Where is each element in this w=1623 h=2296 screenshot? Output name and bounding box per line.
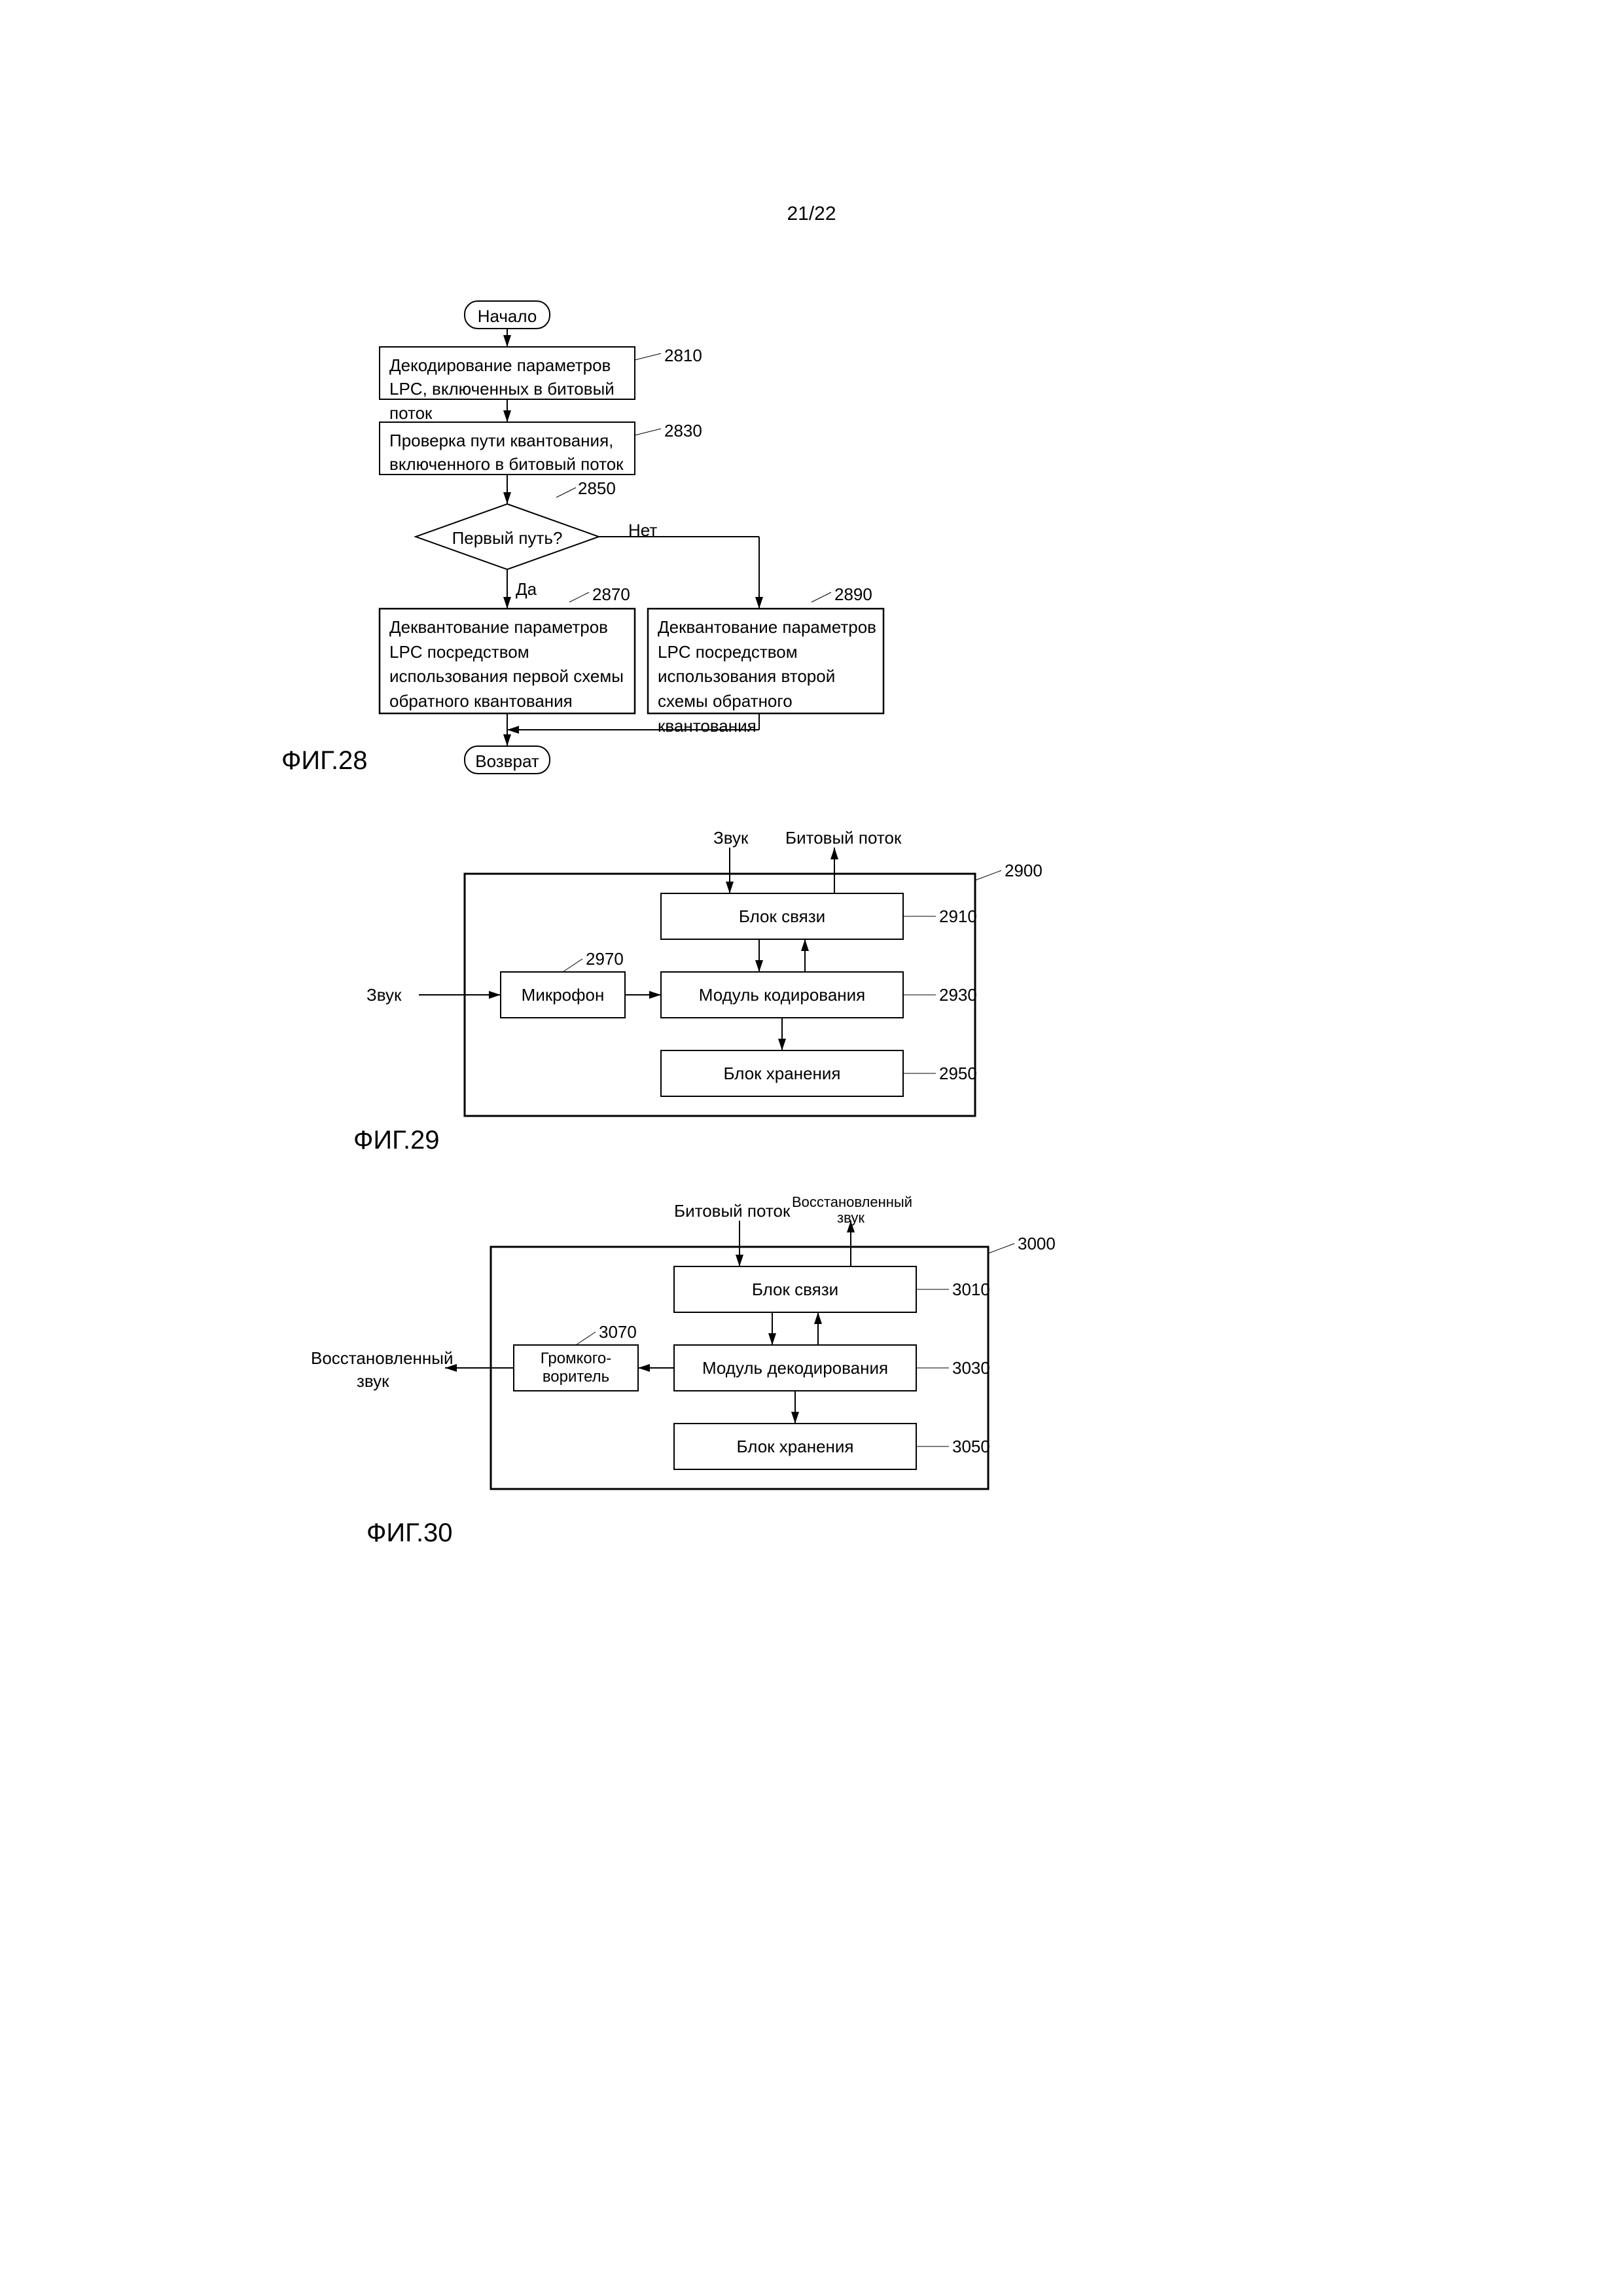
fig30-3030: 3030 <box>952 1358 990 1378</box>
fig30-storage: Блок хранения <box>674 1437 916 1457</box>
fig28-2830-ref: 2830 <box>664 421 702 441</box>
fig29-left-sound: Звук <box>366 985 401 1005</box>
fig29-2970: 2970 <box>586 949 624 969</box>
fig29-comm: Блок связи <box>661 906 903 927</box>
fig28-label: ФИГ.28 <box>281 746 368 776</box>
fig28-yes: Да <box>516 579 537 600</box>
fig28-2830-text: Проверка пути квантования, включенного в… <box>389 429 632 476</box>
fig28-2870-ref: 2870 <box>592 584 630 605</box>
fig30-left2: звук <box>357 1371 389 1391</box>
fig29-sound-in: Звук <box>713 828 748 848</box>
fig29-2930: 2930 <box>939 985 977 1005</box>
fig30-left1: Восстановленный <box>311 1348 453 1369</box>
fig30-3070: 3070 <box>599 1322 637 1342</box>
fig30-bitstream: Битовый поток <box>674 1201 790 1221</box>
fig30-3000: 3000 <box>1018 1234 1056 1254</box>
fig29-2950: 2950 <box>939 1064 977 1084</box>
fig29-2900: 2900 <box>1005 861 1043 881</box>
fig30-restored-top: Восстановленный звук <box>792 1194 910 1226</box>
fig29-2910: 2910 <box>939 906 977 927</box>
fig29-storage: Блок хранения <box>661 1064 903 1084</box>
fig29-label: ФИГ.29 <box>353 1126 440 1155</box>
fig30-speaker2: воритель <box>514 1368 638 1386</box>
fig28-2810-text: Декодирование параметров LPC, включенных… <box>389 353 632 425</box>
fig28-2870-text: Деквантование параметров LPC посредством… <box>389 615 632 714</box>
fig28-start: Начало <box>465 306 550 327</box>
fig29-mic: Микрофон <box>501 985 625 1005</box>
fig28-2810-ref: 2810 <box>664 346 702 366</box>
page-number: 21/22 <box>787 203 836 225</box>
fig30-label: ФИГ.30 <box>366 1518 453 1548</box>
fig28-2890-ref: 2890 <box>834 584 872 605</box>
fig28-return: Возврат <box>465 751 550 772</box>
fig28-2890-text: Деквантование параметров LPC посредством… <box>658 615 880 738</box>
fig29-bitstream-in: Битовый поток <box>785 828 901 848</box>
fig30-comm: Блок связи <box>674 1280 916 1300</box>
fig30-3010: 3010 <box>952 1280 990 1300</box>
fig29-encode: Модуль кодирования <box>661 985 903 1005</box>
fig30-speaker1: Громкого- <box>514 1350 638 1368</box>
fig28-decision: Первый путь? <box>429 528 586 548</box>
fig28-2850-ref: 2850 <box>578 478 616 499</box>
fig30-decode: Модуль декодирования <box>674 1358 916 1378</box>
fig30-3050: 3050 <box>952 1437 990 1457</box>
fig28-no: Нет <box>628 520 657 541</box>
